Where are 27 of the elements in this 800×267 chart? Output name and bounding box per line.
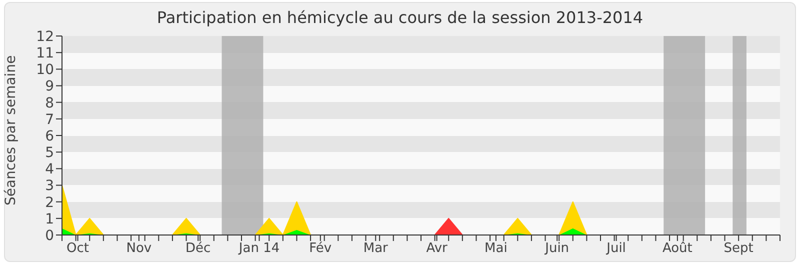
y-tick-label: 0 — [45, 228, 54, 244]
x-tick-label: Oct — [66, 241, 90, 256]
x-tick-label: Juin — [544, 241, 570, 256]
x-tick-label: Avr — [426, 241, 448, 256]
x-tick-label: Sept — [724, 241, 754, 256]
x-tick-label: Déc — [186, 241, 211, 256]
x-tick-label: Nov — [126, 241, 152, 256]
y-tick-label: 6 — [45, 128, 54, 144]
y-tick-label: 2 — [45, 194, 54, 211]
y-tick-label: 1 — [45, 211, 54, 228]
x-tick-label: Mar — [363, 241, 389, 256]
y-tick-label: 11 — [36, 46, 54, 62]
chart-title: Participation en hémicycle au cours de la session 2013-2014 — [156, 8, 644, 27]
y-tick-label: 8 — [45, 95, 54, 112]
y-tick-label: 10 — [36, 62, 54, 78]
y-tick-label: 7 — [45, 112, 54, 128]
y-tick-label: 12 — [36, 28, 54, 45]
y-axis-title: Séances par semaine — [2, 55, 19, 206]
y-tick-label: 9 — [45, 78, 54, 95]
x-tick-label: Jan 14 — [238, 241, 280, 256]
y-tick-label: 5 — [45, 145, 54, 162]
x-tick-label: Juil — [606, 241, 626, 256]
x-tick-label: Août — [662, 241, 692, 256]
x-tick-label: Fév — [309, 241, 332, 256]
x-tick-label: Mai — [484, 241, 508, 256]
y-tick-label: 3 — [45, 178, 54, 194]
y-tick-label: 4 — [45, 162, 54, 178]
